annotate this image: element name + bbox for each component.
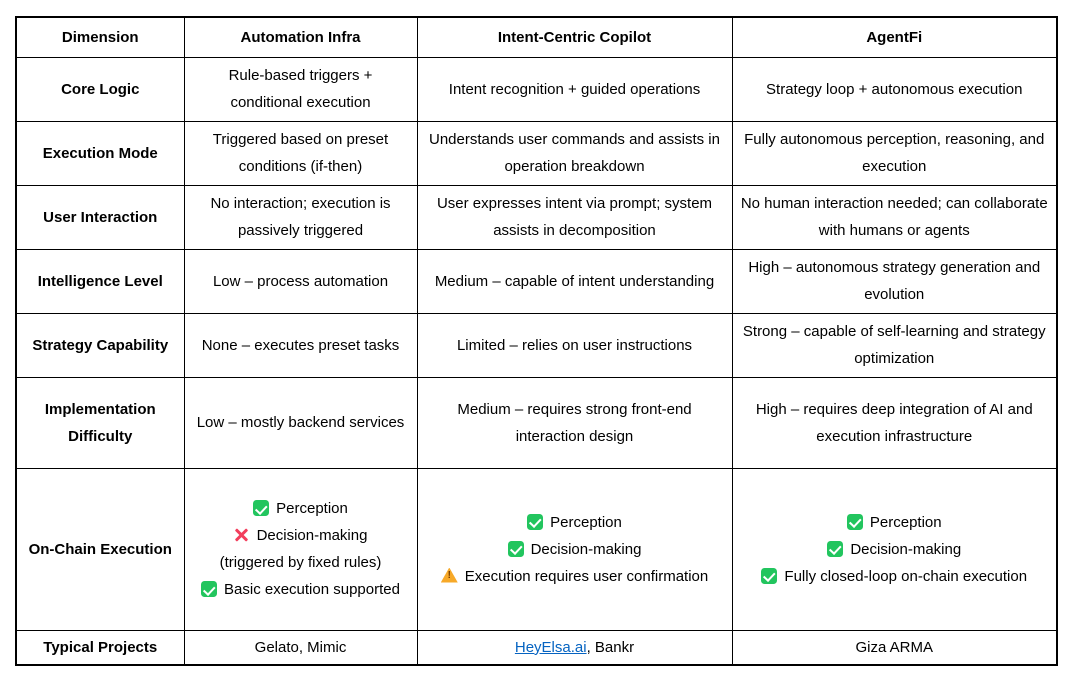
cell-core-logic-copilot: Intent recognition + guided operations xyxy=(416,56,733,122)
check-icon xyxy=(507,540,524,557)
onchain-line: Basic execution supported xyxy=(193,576,409,603)
cell-implementation-difficulty-automation: Low – mostly backend services xyxy=(183,376,418,469)
row-label-execution-mode: Execution Mode xyxy=(15,120,185,186)
row-label-implementation-difficulty: Implementation Difficulty xyxy=(15,376,185,469)
onchain-line: (triggered by fixed rules) xyxy=(193,549,409,576)
cell-intelligence-level-agentfi: High – autonomous strategy generation an… xyxy=(731,248,1058,314)
cell-user-interaction-agentfi: No human interaction needed; can collabo… xyxy=(731,184,1058,250)
onchain-line-text: Perception xyxy=(869,513,942,531)
cell-onchain-copilot: Perception Decision-making Execution req… xyxy=(416,467,733,631)
row-intelligence-level: Intelligence Level Low – process automat… xyxy=(15,248,1058,314)
typical-projects-suffix: , Bankr xyxy=(586,638,635,656)
col-header-agentfi: AgentFi xyxy=(731,16,1058,58)
row-typical-projects: Typical Projects Gelato, Mimic HeyElsa.a… xyxy=(15,629,1058,666)
cell-onchain-automation: Perception Decision-making (triggered by… xyxy=(183,467,418,631)
cell-typical-projects-agentfi: Giza ARMA xyxy=(731,629,1058,666)
onchain-line: Fully closed-loop on-chain execution xyxy=(741,563,1049,590)
onchain-line: Execution requires user confirmation xyxy=(426,563,724,590)
onchain-line-text: Decision-making xyxy=(850,540,962,558)
cell-strategy-capability-automation: None – executes preset tasks xyxy=(183,312,418,378)
onchain-line: Decision-making xyxy=(741,536,1049,563)
cell-core-logic-automation: Rule-based triggers + conditional execut… xyxy=(183,56,418,122)
check-icon xyxy=(761,567,778,584)
col-header-automation-infra: Automation Infra xyxy=(183,16,418,58)
check-icon xyxy=(253,500,270,516)
check-icon xyxy=(827,540,844,557)
row-label-core-logic: Core Logic xyxy=(15,56,185,122)
cell-strategy-capability-agentfi: Strong – capable of self-learning and st… xyxy=(731,312,1058,378)
onchain-line-text: Fully closed-loop on-chain execution xyxy=(784,567,1028,585)
row-label-onchain-execution: On-Chain Execution xyxy=(15,467,185,631)
onchain-line: Decision-making xyxy=(426,536,724,563)
onchain-line-text: Basic execution supported xyxy=(224,581,400,598)
check-icon xyxy=(201,581,218,597)
onchain-line-text: (triggered by fixed rules) xyxy=(219,554,382,571)
cell-execution-mode-agentfi: Fully autonomous perception, reasoning, … xyxy=(731,120,1058,186)
check-icon xyxy=(527,513,544,530)
cell-user-interaction-copilot: User expresses intent via prompt; system… xyxy=(416,184,733,250)
cross-icon xyxy=(234,527,250,543)
col-header-dimension: Dimension xyxy=(15,16,185,58)
comparison-table: Dimension Automation Infra Intent-Centri… xyxy=(15,16,1058,666)
row-label-user-interaction: User Interaction xyxy=(15,184,185,250)
cell-implementation-difficulty-copilot: Medium – requires strong front-end inter… xyxy=(416,376,733,469)
onchain-line-text: Decision-making xyxy=(256,527,368,544)
check-icon xyxy=(846,513,863,530)
onchain-line: Perception xyxy=(193,495,409,522)
cell-typical-projects-copilot: HeyElsa.ai, Bankr xyxy=(416,629,733,666)
warning-icon xyxy=(440,567,458,583)
onchain-line-text: Execution requires user confirmation xyxy=(464,567,709,585)
row-core-logic: Core Logic Rule-based triggers + conditi… xyxy=(15,56,1058,122)
onchain-line: Decision-making xyxy=(193,522,409,549)
cell-user-interaction-automation: No interaction; execution is passively t… xyxy=(183,184,418,250)
cell-typical-projects-automation: Gelato, Mimic xyxy=(183,629,418,666)
onchain-line-text: Perception xyxy=(550,513,622,531)
cell-intelligence-level-copilot: Medium – capable of intent understanding xyxy=(416,248,733,314)
cell-core-logic-agentfi: Strategy loop + autonomous execution xyxy=(731,56,1058,122)
onchain-line: Perception xyxy=(426,509,724,536)
row-user-interaction: User Interaction No interaction; executi… xyxy=(15,184,1058,250)
cell-execution-mode-copilot: Understands user commands and assists in… xyxy=(416,120,733,186)
row-strategy-capability: Strategy Capability None – executes pres… xyxy=(15,312,1058,378)
row-onchain-execution: On-Chain Execution Perception Decision-m… xyxy=(15,467,1058,631)
row-execution-mode: Execution Mode Triggered based on preset… xyxy=(15,120,1058,186)
row-label-intelligence-level: Intelligence Level xyxy=(15,248,185,314)
header-row: Dimension Automation Infra Intent-Centri… xyxy=(15,16,1058,58)
onchain-line-text: Perception xyxy=(276,500,348,517)
cell-onchain-agentfi: Perception Decision-making Fully closed-… xyxy=(731,467,1058,631)
cell-execution-mode-automation: Triggered based on preset conditions (if… xyxy=(183,120,418,186)
row-implementation-difficulty: Implementation Difficulty Low – mostly b… xyxy=(15,376,1058,469)
row-label-typical-projects: Typical Projects xyxy=(15,629,185,666)
onchain-line-text: Decision-making xyxy=(530,540,642,558)
cell-intelligence-level-automation: Low – process automation xyxy=(183,248,418,314)
row-label-strategy-capability: Strategy Capability xyxy=(15,312,185,378)
onchain-line: Perception xyxy=(741,509,1049,536)
cell-implementation-difficulty-agentfi: High – requires deep integration of AI a… xyxy=(731,376,1058,469)
col-header-intent-centric-copilot: Intent-Centric Copilot xyxy=(416,16,733,58)
cell-strategy-capability-copilot: Limited – relies on user instructions xyxy=(416,312,733,378)
heyelsa-link[interactable]: HeyElsa.ai xyxy=(514,638,587,656)
